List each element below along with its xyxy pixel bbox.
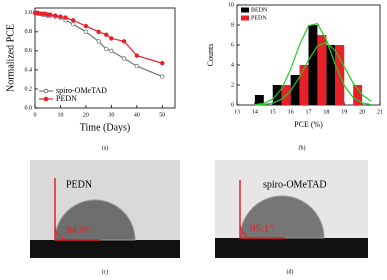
- point: [58, 14, 63, 19]
- caption: (d): [287, 268, 294, 275]
- x-tick-label: 17: [306, 109, 312, 115]
- substrate: [215, 238, 368, 258]
- point: [121, 39, 127, 44]
- x-tick-label: 13: [234, 109, 240, 115]
- point: [160, 61, 165, 66]
- y-tick-label: 6: [231, 42, 234, 48]
- angle-label: 94.0°: [66, 225, 90, 237]
- point: [104, 32, 109, 37]
- x-axis-label: Time (Days): [80, 122, 130, 133]
- x-axis-label: PCE (%): [294, 120, 323, 129]
- point: [83, 23, 89, 29]
- y-tick-label: 4: [231, 62, 234, 68]
- chart: 13 14 15 16 17 18 19 20 21 0 2 4 6 8 10 PCE (%) Counts (b…: [206, 2, 383, 151]
- point: [70, 18, 76, 23]
- angle-arc: [54, 225, 69, 241]
- bar: [299, 65, 309, 105]
- line: [34, 12, 163, 78]
- photo-d: spiro-OMeTAD 95.1° (d): [215, 160, 368, 275]
- y-tick-label: 0: [231, 102, 234, 108]
- x-tick-label: 16: [288, 109, 294, 115]
- droplet: [54, 199, 136, 241]
- legend-marker: [43, 88, 49, 94]
- caption: (c): [102, 268, 109, 275]
- y-tick-label: 0.8: [25, 29, 33, 35]
- y-tick-label: 8: [231, 22, 234, 28]
- bar: [254, 95, 264, 105]
- droplet: [239, 195, 325, 239]
- y-tick-label: 0.6: [25, 48, 33, 54]
- x-tick-label: 10: [57, 112, 63, 118]
- x-tick-label: 14: [252, 109, 258, 115]
- bar: [326, 45, 336, 105]
- caption: (b): [299, 144, 306, 151]
- point: [109, 36, 114, 41]
- x-tick-label: 40: [134, 112, 140, 118]
- bar: [272, 85, 282, 105]
- photo-label: PEDN: [66, 179, 92, 190]
- x-tick-label: 19: [341, 109, 347, 115]
- x-tick-label: 30: [108, 112, 114, 118]
- legend-label: PEDN: [56, 94, 77, 103]
- y-tick-label: 0.4: [25, 67, 33, 73]
- legend-marker: [43, 96, 49, 102]
- legend-label: spiro-OMeTAD: [56, 86, 107, 95]
- point: [70, 21, 76, 27]
- y-axis-label: Normalized PCE: [5, 24, 16, 92]
- y-tick-label: 2: [231, 82, 234, 88]
- bar: [353, 85, 363, 105]
- point: [53, 13, 58, 18]
- point: [134, 63, 140, 69]
- point: [104, 46, 109, 52]
- point: [63, 15, 68, 20]
- legend-label: BEDN: [251, 7, 268, 13]
- point: [83, 29, 89, 35]
- fit-curve: [254, 23, 372, 106]
- y-tick-label: 0.2: [25, 86, 33, 92]
- point: [96, 39, 101, 44]
- caption: (a): [102, 144, 109, 151]
- x-tick-label: 50: [159, 112, 165, 118]
- photo-c: PEDN 94.0° (c): [30, 160, 180, 275]
- bar: [317, 35, 327, 105]
- y-tick-label: 0.0: [25, 105, 33, 111]
- bar: [290, 75, 300, 105]
- point: [96, 29, 101, 35]
- point: [48, 12, 53, 17]
- x-tick-label: 15: [270, 109, 276, 115]
- angle-arc: [239, 223, 254, 239]
- chart: 0 10 20 30 40 50 0.0 0.2 0.4 0.6 0.8 1.0 Time (Days)…: [5, 7, 176, 151]
- point: [134, 53, 140, 58]
- fit-curve: [254, 41, 372, 106]
- y-axis-label: Counts: [206, 44, 215, 67]
- x-tick-label: 18: [323, 109, 329, 115]
- photo-label: spiro-OMeTAD: [263, 179, 327, 190]
- legend-swatch: [241, 15, 249, 21]
- substrate: [30, 240, 180, 258]
- bar: [308, 25, 318, 105]
- legend-label: PEDN: [251, 15, 267, 21]
- x-tick-label: 21: [377, 109, 383, 115]
- y-tick-label: 1.0: [25, 10, 33, 16]
- x-tick-label: 0: [34, 112, 37, 118]
- x-tick-label: 20: [359, 109, 365, 115]
- angle-label: 95.1°: [250, 223, 274, 235]
- y-tick-label: 10: [228, 2, 234, 8]
- point: [160, 74, 165, 79]
- plot-frame: [34, 7, 176, 109]
- line: [35, 12, 163, 64]
- x-tick-label: 20: [83, 112, 89, 118]
- point: [121, 56, 127, 61]
- legend-swatch: [241, 7, 249, 13]
- point: [109, 48, 114, 54]
